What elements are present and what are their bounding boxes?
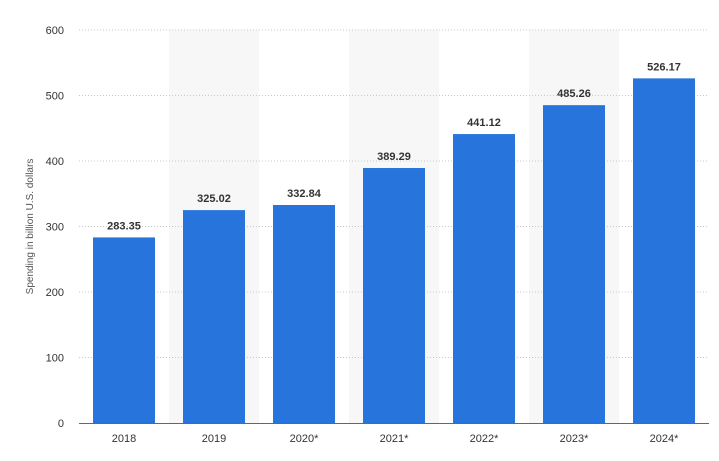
bar-2022*[interactable]: [453, 134, 515, 423]
data-label: 332.84: [287, 188, 322, 200]
bar-2019[interactable]: [183, 210, 245, 423]
x-tick-label: 2023*: [560, 433, 589, 445]
y-tick-label: 300: [46, 222, 64, 234]
bar-2023*[interactable]: [543, 105, 605, 424]
x-tick-label: 2021*: [380, 433, 409, 445]
bar-2021*[interactable]: [363, 168, 425, 423]
x-tick-label: 2019: [202, 433, 226, 445]
x-tick-label: 2020*: [290, 433, 319, 445]
y-tick-label: 400: [46, 156, 64, 168]
data-label: 441.12: [467, 117, 501, 129]
x-tick-label: 2022*: [470, 433, 499, 445]
data-label: 485.26: [557, 88, 591, 100]
bar-2018[interactable]: [93, 237, 155, 423]
y-tick-label: 0: [58, 418, 64, 430]
data-label: 325.02: [197, 193, 231, 205]
data-label: 283.35: [107, 220, 141, 232]
bar-2020*[interactable]: [273, 204, 335, 423]
data-label: 389.29: [377, 151, 411, 163]
y-tick-label: 200: [46, 287, 64, 299]
bar-2024*[interactable]: [633, 78, 695, 424]
y-tick-label: 600: [46, 25, 64, 37]
y-axis-title: Spending in billion U.S. dollars: [25, 159, 36, 295]
data-label: 526.17: [647, 61, 681, 73]
x-tick-label: 2024*: [650, 433, 679, 445]
y-tick-label: 500: [46, 91, 64, 103]
x-tick-label: 2018: [112, 433, 136, 445]
y-axis-ticks: 0 100 200 300 400 500 600: [46, 25, 64, 430]
y-tick-label: 100: [46, 353, 64, 365]
data-labels: 283.35 325.02 332.84 389.29 441.12 485.26 526.…: [107, 61, 681, 232]
bars: [93, 78, 695, 424]
x-axis-ticks: 2018 2019 2020* 2021* 2022* 2023* 2024*: [112, 433, 679, 445]
